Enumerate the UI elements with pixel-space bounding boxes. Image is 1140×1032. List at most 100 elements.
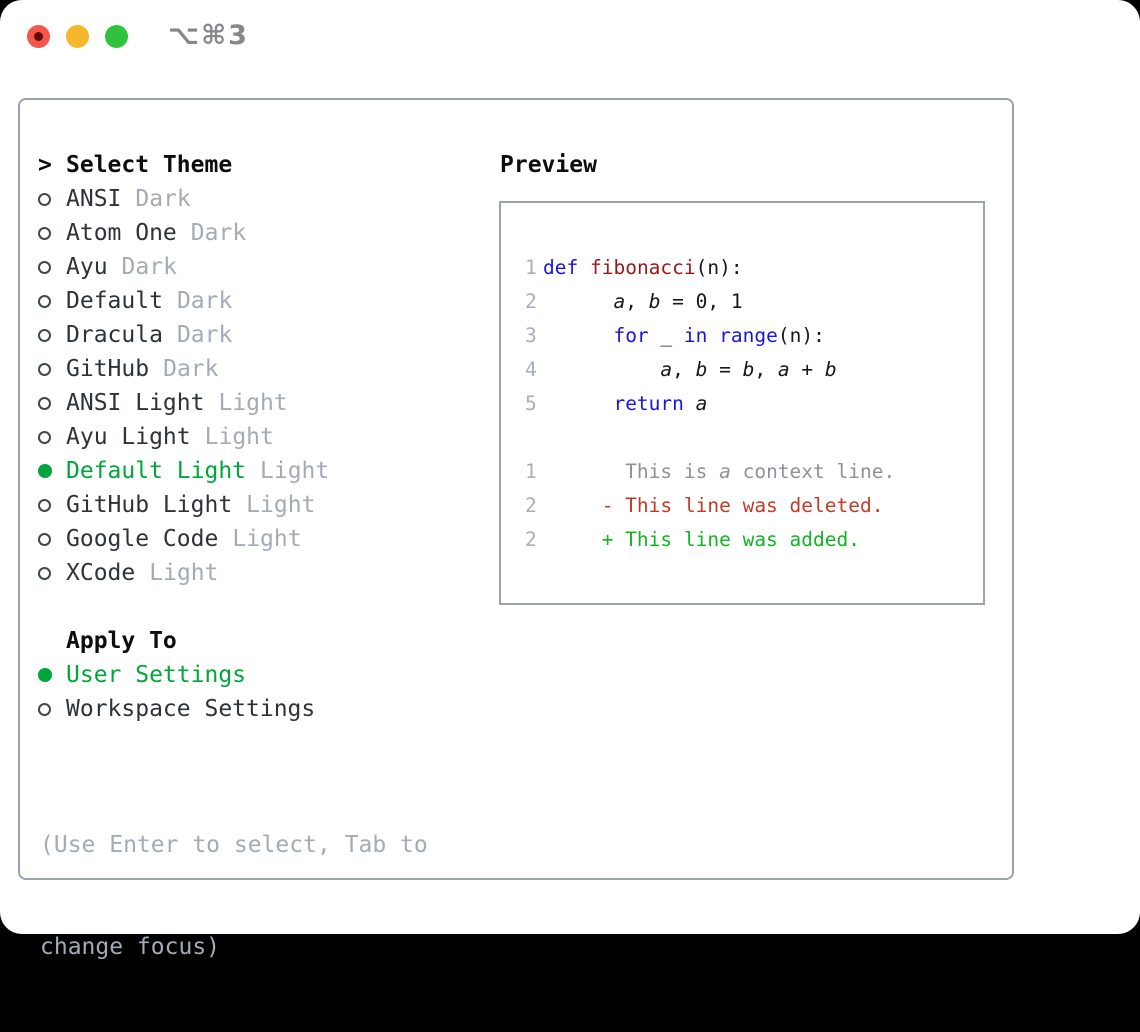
apply-option-label: User Settings	[66, 662, 247, 688]
code-token: a	[719, 460, 731, 483]
code-token: - This line was deleted.	[543, 494, 884, 517]
code-line-3: 3 for _ in range (n):	[525, 319, 983, 353]
theme-option-ansi-light-light[interactable]: ANSI Light Light	[38, 386, 329, 420]
cursor-icon: >	[38, 152, 52, 178]
code-token: return	[613, 392, 684, 415]
code-token: range	[719, 324, 778, 347]
theme-option-default-light-light[interactable]: Default Light Light	[38, 454, 329, 488]
code-token: def	[543, 256, 579, 279]
code-token: + This line was added.	[543, 528, 860, 551]
title-bar: ⌥⌘3	[0, 0, 1140, 72]
theme-option-xcode-light[interactable]: XCode Light	[38, 556, 329, 590]
apply-to-header: Apply To	[38, 624, 315, 658]
theme-option-ayu-light-light[interactable]: Ayu Light Light	[38, 420, 329, 454]
theme-name: ANSI	[66, 186, 122, 212]
line-number: 2	[525, 494, 537, 517]
code-line-4: 4 a, b = b, a + b	[525, 353, 983, 387]
theme-variant: Dark	[135, 186, 191, 212]
window-title: ⌥⌘3	[168, 20, 249, 51]
line-number: 4	[525, 358, 537, 381]
theme-variant: Light	[246, 492, 316, 518]
minimize-button[interactable]	[66, 25, 89, 48]
code-block: 1 def fibonacci (n): 2 a, b = 0, 1 3 for _ i…	[525, 251, 983, 557]
app-window: ⌥⌘3 > Select Theme ANSI Dark Atom One Dark A…	[0, 0, 1140, 960]
code-token: = 0, 1	[660, 290, 743, 313]
code-token: a	[695, 392, 708, 415]
traffic-lights	[27, 25, 128, 48]
radio-icon	[38, 498, 51, 512]
code-token: b	[824, 358, 837, 381]
hint-line-1: (Use Enter to select, Tab to	[40, 832, 428, 858]
preview-box: 1 def fibonacci (n): 2 a, b = 0, 1 3 for _ i…	[499, 201, 985, 605]
theme-option-dracula-dark[interactable]: Dracula Dark	[38, 318, 329, 352]
theme-name: Atom One	[66, 220, 177, 246]
code-token: b	[742, 358, 755, 381]
theme-picker-panel: > Select Theme ANSI Dark Atom One Dark Ayu Da…	[18, 98, 1014, 960]
code-token: in	[683, 324, 708, 347]
apply-option-workspace-settings[interactable]: Workspace Settings	[38, 692, 315, 726]
code-token: a	[660, 358, 673, 381]
theme-variant: Light	[232, 526, 302, 552]
theme-name: Default Light	[66, 458, 247, 484]
line-number: 3	[525, 324, 537, 347]
radio-icon	[38, 362, 51, 376]
theme-option-ayu-dark[interactable]: Ayu Dark	[38, 250, 329, 284]
code-token: This is	[543, 460, 720, 483]
code-line-8: 2 - This line was deleted.	[525, 489, 983, 523]
radio-icon	[38, 328, 51, 342]
theme-option-atom-one-dark[interactable]: Atom One Dark	[38, 216, 329, 250]
theme-option-google-code-light[interactable]: Google Code Light	[38, 522, 329, 556]
theme-option-ansi-dark[interactable]: ANSI Dark	[38, 182, 329, 216]
apply-to-section: Apply To User Settings Workspace Settings	[38, 624, 315, 726]
radio-selected-icon	[38, 464, 52, 478]
recording-dot-icon	[34, 32, 43, 41]
theme-variant: Dark	[121, 254, 177, 280]
preview-label: Preview	[500, 152, 597, 178]
hint-line-2: change focus)	[40, 934, 221, 960]
theme-name: Ayu Light	[66, 424, 191, 450]
radio-icon	[38, 566, 51, 580]
line-number: 2	[525, 290, 537, 313]
theme-name: Dracula	[66, 322, 163, 348]
theme-option-github-dark[interactable]: GitHub Dark	[38, 352, 329, 386]
code-token: fibonacci	[589, 256, 696, 279]
code-token: =	[707, 358, 743, 381]
radio-icon	[38, 226, 51, 240]
theme-option-github-light-light[interactable]: GitHub Light Light	[38, 488, 329, 522]
theme-name: Google Code	[66, 526, 219, 552]
code-token	[684, 387, 696, 421]
line-number: 2	[525, 528, 537, 551]
radio-icon	[38, 192, 51, 206]
apply-option-user-settings[interactable]: User Settings	[38, 658, 315, 692]
radio-selected-icon	[38, 668, 52, 682]
theme-variant: Dark	[176, 288, 233, 314]
code-token: _	[648, 324, 684, 347]
theme-name: GitHub	[66, 356, 150, 382]
close-button[interactable]	[27, 25, 50, 48]
theme-variant: Light	[149, 560, 219, 586]
keyboard-hint: (Use Enter to select, Tab to change focu…	[40, 760, 428, 1032]
radio-icon	[38, 532, 51, 546]
radio-icon	[38, 430, 51, 444]
code-token: for	[613, 324, 649, 347]
theme-name: ANSI Light	[66, 390, 205, 416]
code-token: ,	[754, 358, 778, 381]
theme-variant: Light	[260, 458, 330, 484]
code-token	[543, 319, 613, 353]
code-token: ,	[672, 358, 696, 381]
radio-icon	[38, 260, 51, 274]
code-line-7: 1 This is a context line.	[525, 455, 983, 489]
code-token: a	[777, 358, 790, 381]
code-token: (n):	[777, 324, 825, 347]
theme-option-default-dark[interactable]: Default Dark	[38, 284, 329, 318]
code-line-9: 2 + This line was added.	[525, 523, 983, 557]
line-number	[525, 421, 543, 455]
theme-name: Default	[66, 288, 163, 314]
line-number: 1	[525, 460, 537, 483]
code-token	[578, 251, 590, 285]
code-token	[543, 387, 613, 421]
code-token: ,	[625, 290, 649, 313]
select-theme-header: > Select Theme	[38, 148, 329, 182]
theme-name: GitHub Light	[66, 492, 233, 518]
zoom-button[interactable]	[105, 25, 128, 48]
